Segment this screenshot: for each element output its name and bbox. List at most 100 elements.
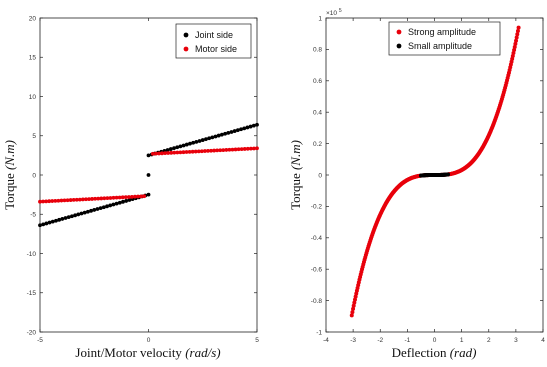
data-point-motor-side	[84, 197, 88, 202]
data-point-motor-side	[87, 197, 91, 202]
x-tick-label-right: -2	[377, 337, 383, 344]
data-point-joint-side	[98, 206, 103, 211]
x-tick-label-left: -5	[37, 337, 43, 344]
data-point-joint-side	[219, 132, 224, 137]
data-point-motor-side	[108, 196, 113, 200]
y-tick-label-left: 5	[32, 133, 36, 140]
data-point-joint-side	[251, 123, 256, 128]
data-point-joint-side	[235, 128, 240, 133]
data-point-motor-side	[212, 148, 217, 153]
y-tick-label-left: 20	[29, 15, 37, 22]
data-point-strong-amplitude	[513, 41, 518, 46]
data-point-joint-side	[223, 131, 227, 136]
data-point-motor-side	[203, 149, 207, 153]
x-tick-label-right: -3	[350, 337, 356, 344]
data-point-joint-side	[89, 208, 93, 213]
legend-label-strong-amplitude: Strong amplitude	[408, 27, 476, 37]
data-point-motor-side	[62, 198, 67, 203]
data-point-motor-side	[157, 151, 161, 156]
legend-marker-joint-side	[183, 32, 189, 38]
legend-marker-small-amplitude	[396, 43, 402, 49]
x-tick-label-right: 1	[460, 337, 464, 344]
data-point-motor-side	[248, 146, 253, 151]
data-point-strong-amplitude	[516, 25, 521, 30]
data-point-motor-side	[163, 151, 167, 156]
y-axis-label-left: Torque (N.m)	[2, 140, 17, 210]
data-point-joint-side	[146, 173, 151, 177]
data-point-joint-side	[121, 199, 125, 204]
marks-group-right	[349, 25, 521, 318]
data-point-joint-side	[232, 129, 237, 133]
y-tick-label-left: 0	[32, 172, 36, 179]
data-point-joint-side	[191, 140, 196, 145]
data-point-joint-side	[172, 146, 176, 151]
data-point-joint-side	[127, 198, 132, 202]
data-point-motor-side	[136, 194, 140, 199]
data-point-motor-side	[56, 198, 61, 203]
data-point-motor-side	[126, 195, 131, 199]
x-tick-label-right: -1	[404, 337, 410, 344]
data-point-joint-side	[117, 200, 122, 205]
data-point-motor-side	[41, 199, 45, 204]
data-point-motor-side	[59, 198, 64, 203]
y-axis-label-right-text: Torque	[288, 173, 303, 210]
data-point-strong-amplitude	[352, 297, 357, 302]
y-axis-label-right: Torque (N.m)	[288, 140, 303, 210]
y-tick-label-right: 1	[318, 15, 322, 22]
data-point-joint-side	[95, 207, 100, 211]
data-point-motor-side	[120, 195, 125, 200]
data-point-joint-side	[73, 213, 78, 218]
data-point-motor-side	[65, 198, 70, 203]
data-point-motor-side	[114, 195, 119, 200]
data-point-motor-side	[187, 149, 192, 154]
data-point-motor-side	[74, 197, 79, 202]
data-point-motor-side	[47, 199, 52, 204]
data-point-motor-side	[77, 197, 82, 202]
data-point-joint-side	[188, 141, 192, 146]
data-point-joint-side	[66, 215, 71, 220]
y-scale-multiplier-base: ×10	[326, 10, 337, 17]
data-point-motor-side	[123, 195, 128, 200]
data-point-strong-amplitude	[512, 44, 517, 49]
y-tick-label-left: -20	[27, 329, 37, 336]
legend-box-left	[175, 23, 252, 59]
x-axis-label-left: Joint/Motor velocity (rad/s)	[75, 345, 220, 360]
data-point-motor-side	[230, 147, 235, 152]
data-point-strong-amplitude	[512, 48, 517, 53]
data-point-motor-side	[224, 148, 229, 152]
y-tick-label-right: -0.2	[311, 204, 323, 211]
data-point-motor-side	[175, 150, 180, 155]
x-axis-label-right-text: Deflection	[392, 345, 447, 360]
data-point-joint-side	[114, 201, 119, 206]
data-point-joint-side	[210, 135, 215, 140]
data-point-joint-side	[229, 130, 234, 134]
data-point-motor-side	[130, 194, 134, 199]
data-point-joint-side	[216, 133, 221, 138]
data-point-motor-side	[227, 147, 232, 152]
legend-label-joint-side: Joint side	[195, 30, 233, 40]
y-axis-label-left-unit: (N.m)	[2, 140, 17, 170]
data-point-strong-amplitude	[514, 38, 519, 43]
data-point-motor-side	[71, 198, 76, 202]
data-point-motor-side	[44, 199, 49, 204]
data-point-motor-side	[102, 196, 107, 201]
data-point-joint-side	[207, 136, 212, 141]
data-point-joint-side	[92, 208, 97, 212]
data-point-joint-side	[82, 210, 87, 215]
x-axis-label-left-unit: (rad/s)	[185, 345, 220, 360]
chart-left: -5 0 5 -20 -15 -10 -5 0 5 10 15 20 Joint side Motor…	[2, 15, 259, 360]
x-tick-label-left: 5	[255, 337, 259, 344]
data-point-motor-side	[209, 148, 213, 153]
data-point-joint-side	[242, 126, 247, 131]
data-point-joint-side	[63, 216, 68, 220]
data-point-joint-side	[44, 221, 49, 226]
y-tick-label-right: 0.6	[313, 78, 322, 85]
data-point-joint-side	[47, 220, 52, 225]
x-tick-label-left: 0	[147, 337, 151, 344]
data-point-motor-side	[255, 146, 259, 151]
data-point-joint-side	[239, 127, 243, 132]
data-point-motor-side	[239, 147, 244, 152]
data-point-motor-side	[206, 148, 210, 153]
data-point-motor-side	[233, 147, 238, 152]
data-point-motor-side	[154, 151, 158, 156]
